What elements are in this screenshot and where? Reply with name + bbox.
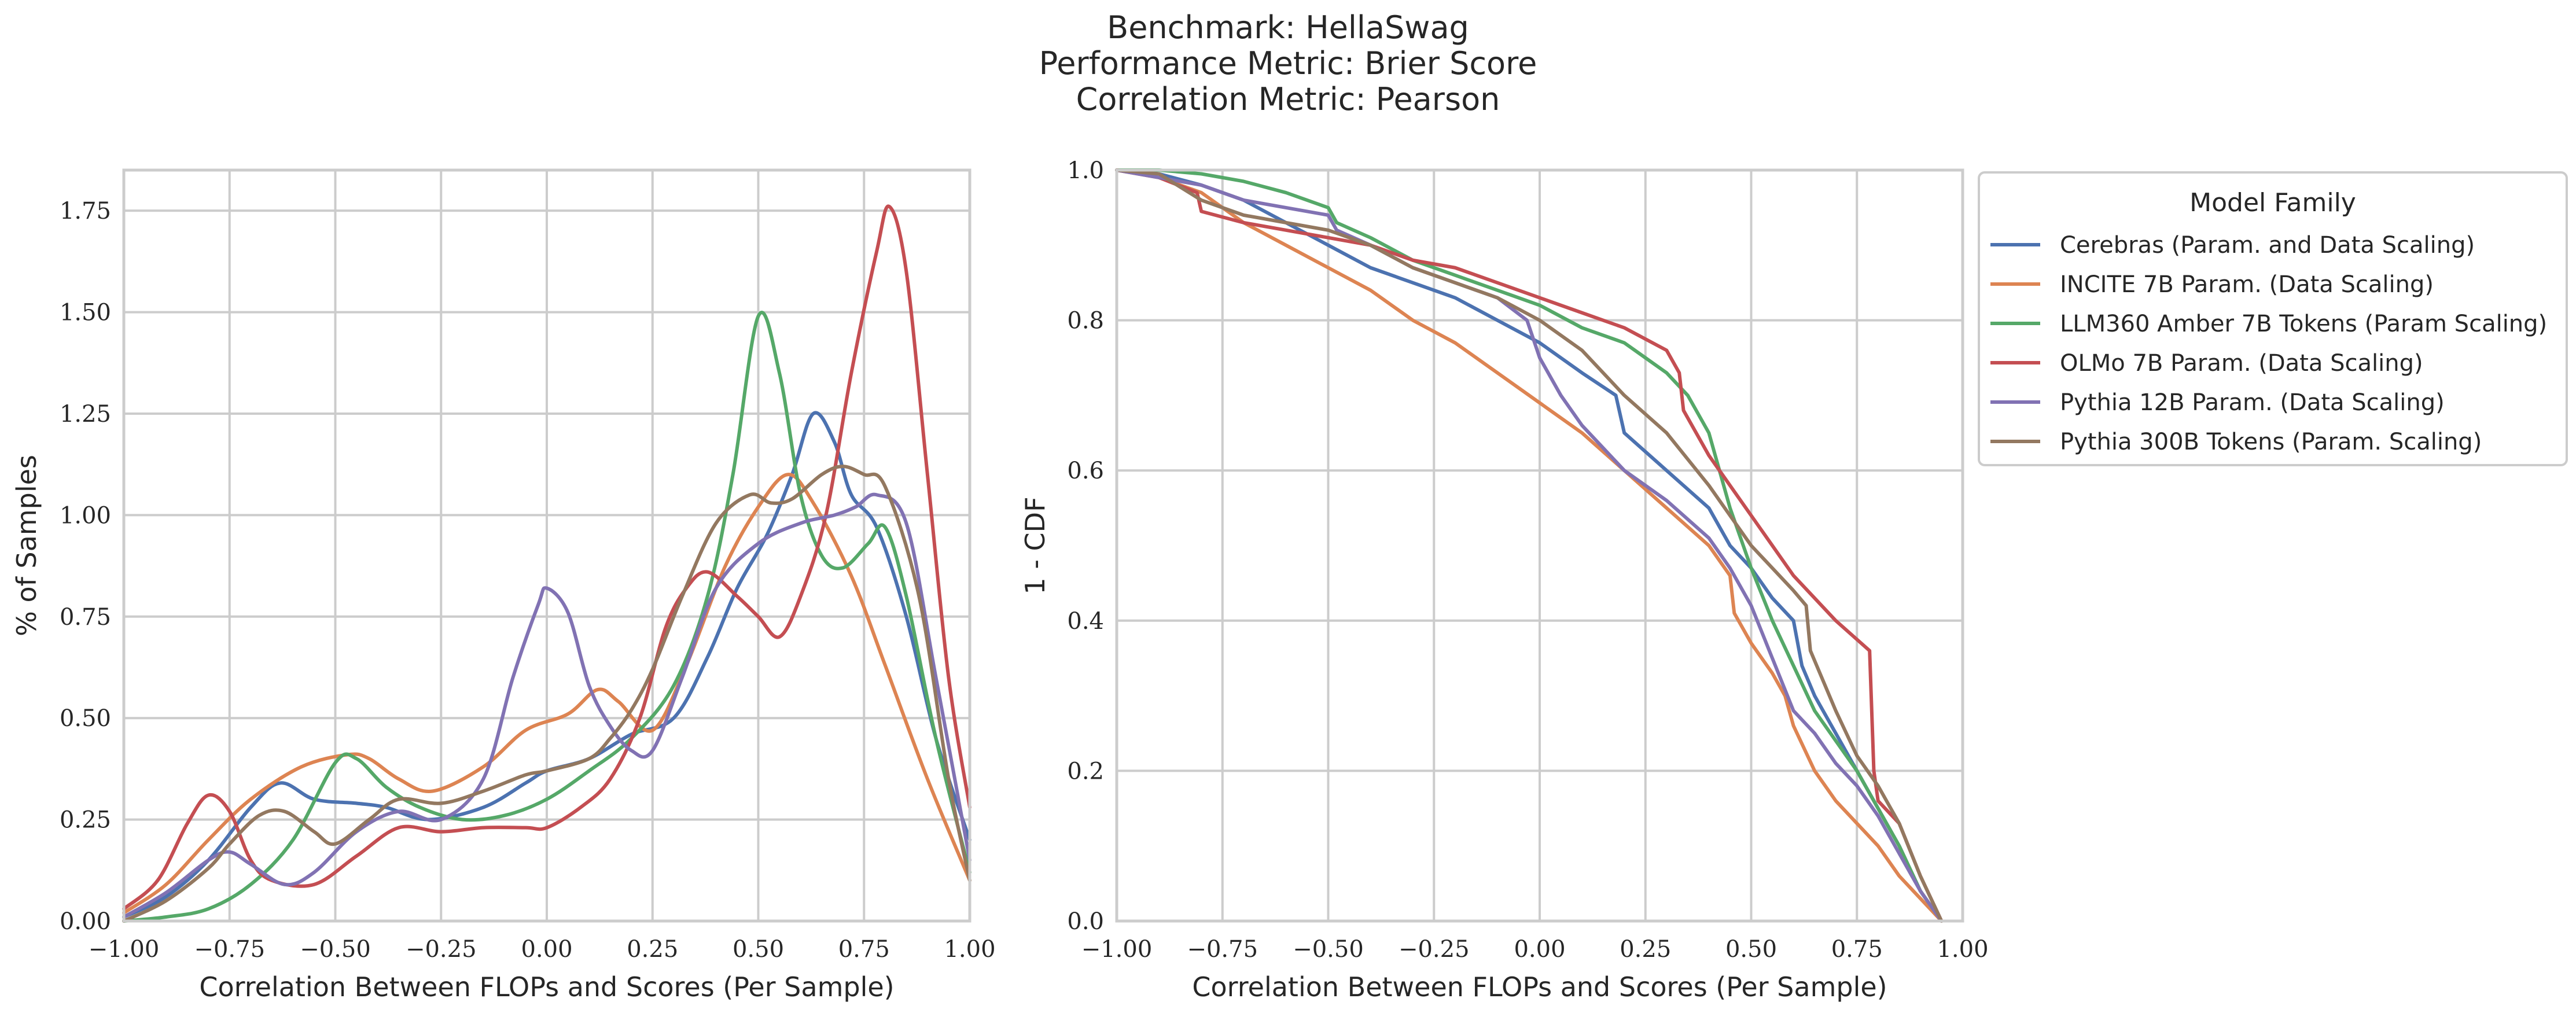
tick-labels: −1.00 −0.75 −0.50 −0.25 0.00 0.25 0.50 0.75 1.00… bbox=[60, 198, 996, 963]
series-line-cerebras-param-and-data-scaling bbox=[1115, 168, 1944, 923]
figure-title-line-3: Correlation Metric: Pearson bbox=[1076, 81, 1500, 117]
y-tick-label: 1.50 bbox=[60, 300, 111, 326]
y-tick-label: 1.25 bbox=[60, 401, 111, 428]
figure-title-line-1: Benchmark: HellaSwag bbox=[1107, 9, 1469, 46]
legend-label: Pythia 300B Tokens (Param. Scaling) bbox=[2060, 429, 2482, 455]
y-tick-label: 0.0 bbox=[1067, 908, 1104, 935]
x-axis-label: Correlation Between FLOPs and Scores (Pe… bbox=[199, 971, 894, 1003]
legend-label: LLM360 Amber 7B Tokens (Param Scaling) bbox=[2060, 311, 2547, 337]
y-tick-label: 0.00 bbox=[60, 908, 111, 935]
y-tick-label: 0.4 bbox=[1067, 608, 1104, 635]
legend-entry-pythia-12b-param-data-scaling: Pythia 12B Param. (Data Scaling) bbox=[1990, 389, 2445, 416]
legend-items: Cerebras (Param. and Data Scaling) INCITE… bbox=[1990, 232, 2547, 455]
y-tick-label: 0.6 bbox=[1067, 458, 1104, 484]
series-line-incite-7b-param-data-scaling bbox=[1115, 168, 1944, 923]
legend-label: Cerebras (Param. and Data Scaling) bbox=[2060, 232, 2475, 259]
series-group bbox=[1115, 168, 1944, 923]
y-tick-label: 0.75 bbox=[60, 604, 111, 631]
plot-frame bbox=[122, 168, 971, 923]
legend-entry-cerebras-param-and-data-scaling: Cerebras (Param. and Data Scaling) bbox=[1990, 232, 2475, 259]
x-tick-label: 0.00 bbox=[1514, 936, 1565, 963]
x-tick-label: 1.00 bbox=[1937, 936, 1988, 963]
x-tick-label: 0.00 bbox=[521, 936, 572, 963]
y-tick-label: 0.25 bbox=[60, 807, 111, 834]
legend-entry-olmo-7b-param-data-scaling: OLMo 7B Param. (Data Scaling) bbox=[1990, 350, 2423, 377]
series-line-llm360-amber-7b-tokens-param-scaling bbox=[1115, 168, 1944, 923]
x-tick-label: −0.50 bbox=[300, 936, 371, 963]
legend-label: Pythia 12B Param. (Data Scaling) bbox=[2060, 389, 2445, 416]
legend-label: INCITE 7B Param. (Data Scaling) bbox=[2060, 271, 2434, 298]
legend-frame bbox=[1978, 171, 2568, 466]
plot-frame bbox=[1115, 168, 1964, 923]
x-tick-label: 0.75 bbox=[1831, 936, 1883, 963]
series-line-olmo-7b-param-data-scaling bbox=[1115, 168, 1944, 923]
x-tick-label: −0.75 bbox=[194, 936, 265, 963]
legend: Model Family Cerebras (Param. and Data S… bbox=[1978, 171, 2568, 466]
y-tick-label: 1.00 bbox=[60, 502, 111, 529]
y-tick-label: 1.0 bbox=[1067, 157, 1104, 184]
series-line-incite-7b-param-data-scaling bbox=[122, 473, 971, 915]
y-tick-label: 0.2 bbox=[1067, 758, 1104, 784]
series-line-pythia-12b-param-data-scaling bbox=[1115, 168, 1944, 923]
x-tick-label: 1.00 bbox=[944, 936, 995, 963]
grid bbox=[1116, 169, 1964, 922]
x-tick-label: 0.50 bbox=[1725, 936, 1777, 963]
series-line-pythia-12b-param-data-scaling bbox=[122, 492, 971, 919]
density-panel: −1.00 −0.75 −0.50 −0.25 0.00 0.25 0.50 0.75 1.00… bbox=[11, 168, 996, 1003]
x-tick-label: 0.25 bbox=[627, 936, 678, 963]
y-axis-label: % of Samples bbox=[11, 455, 42, 636]
x-axis-label: Correlation Between FLOPs and Scores (Pe… bbox=[1192, 971, 1887, 1003]
x-tick-label: −1.00 bbox=[1081, 936, 1153, 963]
legend-entry-llm360-amber-7b-tokens-param-scaling: LLM360 Amber 7B Tokens (Param Scaling) bbox=[1990, 311, 2547, 337]
survival-panel: −1.00 −0.75 −0.50 −0.25 0.00 0.25 0.50 0.75 1.00… bbox=[1020, 157, 1989, 1003]
x-tick-label: −1.00 bbox=[89, 936, 160, 963]
tick-labels: −1.00 −0.75 −0.50 −0.25 0.00 0.25 0.50 0.75 1.00… bbox=[1067, 157, 1988, 963]
x-tick-label: −0.25 bbox=[406, 936, 477, 963]
series-line-pythia-300b-tokens-param-scaling bbox=[1115, 168, 1944, 923]
series-line-pythia-300b-tokens-param-scaling bbox=[122, 465, 971, 923]
series-line-llm360-amber-7b-tokens-param-scaling bbox=[122, 311, 971, 923]
figure-title: Benchmark: HellaSwag Performance Metric:… bbox=[1039, 9, 1537, 117]
x-tick-label: −0.50 bbox=[1293, 936, 1364, 963]
legend-entry-incite-7b-param-data-scaling: INCITE 7B Param. (Data Scaling) bbox=[1990, 271, 2434, 298]
legend-entry-pythia-300b-tokens-param-scaling: Pythia 300B Tokens (Param. Scaling) bbox=[1990, 429, 2482, 455]
y-tick-label: 0.50 bbox=[60, 705, 111, 732]
x-tick-label: −0.25 bbox=[1399, 936, 1470, 963]
series-group bbox=[122, 204, 971, 923]
figure-title-line-2: Performance Metric: Brier Score bbox=[1039, 45, 1537, 82]
x-tick-label: −0.75 bbox=[1187, 936, 1258, 963]
x-tick-label: 0.50 bbox=[733, 936, 784, 963]
y-tick-label: 0.8 bbox=[1067, 308, 1104, 334]
y-tick-label: 1.75 bbox=[60, 198, 111, 224]
x-tick-label: 0.25 bbox=[1620, 936, 1671, 963]
legend-label: OLMo 7B Param. (Data Scaling) bbox=[2060, 350, 2423, 377]
x-tick-label: 0.75 bbox=[838, 936, 890, 963]
y-axis-label: 1 - CDF bbox=[1020, 496, 1051, 594]
legend-title: Model Family bbox=[2189, 188, 2356, 218]
